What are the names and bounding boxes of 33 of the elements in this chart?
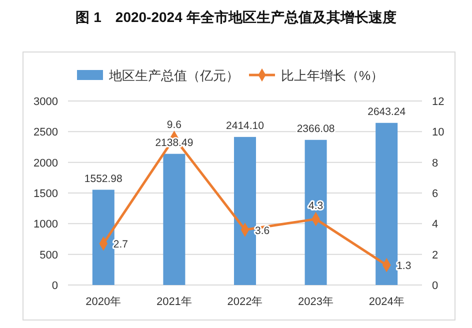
y2-tick-label: 0 [432,280,438,292]
y-tick-label: 1500 [34,188,58,200]
y2-tick-label: 2 [432,249,438,262]
legend-label: 比上年增长（%） [281,68,384,83]
data-label: 2643.24 [368,106,406,118]
x-tick-label: 2023年 [298,296,334,308]
bar [163,154,186,285]
data-label: 9.6 [166,118,182,131]
x-tick-label: 2021年 [156,296,192,308]
data-label: 4.3 [308,200,324,212]
data-label: 2366.08 [296,122,335,135]
bar [92,190,114,285]
y2-tick-label: 8 [432,157,438,170]
y-tick-label: 0 [52,280,58,292]
y-tick-label: 2500 [34,126,58,139]
y2-tick-label: 4 [432,218,438,231]
x-tick-label: 2022年 [227,296,263,308]
y-tick-label: 3000 [34,96,58,108]
x-tick-label: 2020年 [86,296,122,308]
y2-tick-label: 6 [432,188,438,200]
y2-tick-label: 10 [432,126,444,139]
bar [234,136,256,285]
y-tick-label: 1000 [34,218,58,231]
data-label: 1552.98 [84,172,123,185]
y-tick-label: 500 [40,249,58,262]
bar [304,140,327,285]
data-label: 2414.10 [226,120,264,132]
y-tick-label: 2000 [34,157,58,170]
bar [376,122,398,285]
y2-tick-label: 12 [432,96,444,108]
x-tick-label: 2024年 [368,296,404,308]
chart-title: 图 1 2020-2024 年全市地区生产总值及其增长速度 [76,9,396,25]
legend-label: 地区生产总值（亿元） [108,68,239,83]
